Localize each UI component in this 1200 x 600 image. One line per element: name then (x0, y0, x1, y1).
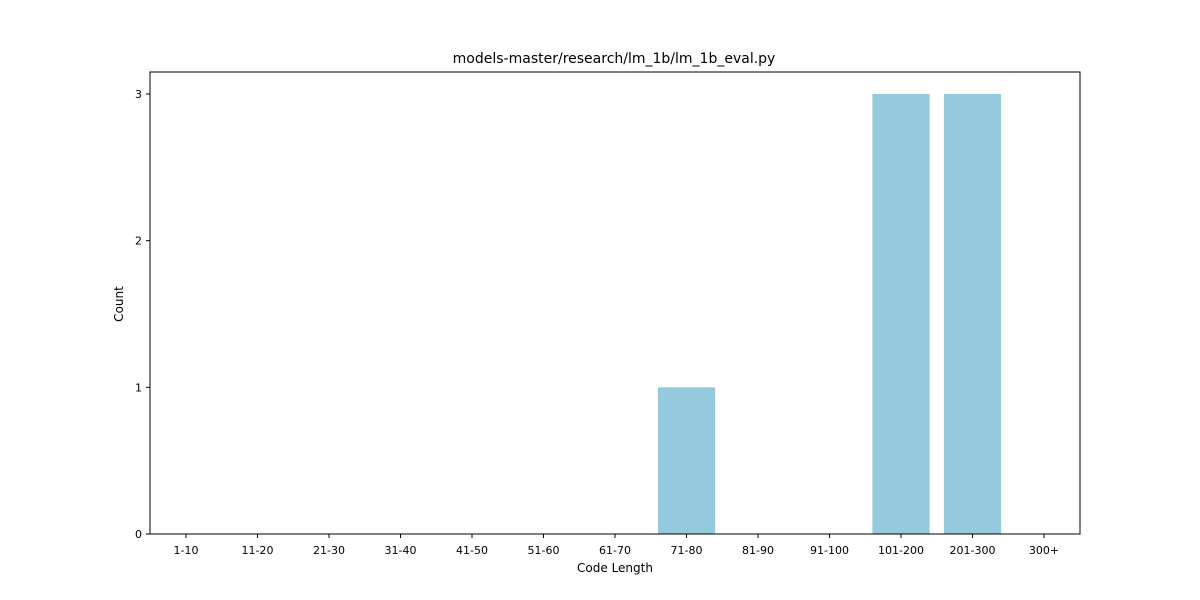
x-tick-label: 51-60 (528, 544, 560, 557)
bar-71-80 (657, 387, 716, 534)
chart-title: models-master/research/lm_1b/lm_1b_eval.… (453, 51, 776, 67)
bar-201-300 (943, 94, 1002, 534)
bars-group (657, 94, 1002, 534)
y-axis-ticks: 0 1 2 3 (135, 88, 150, 541)
plot-frame (149, 71, 1081, 535)
x-tick-label: 201-300 (950, 544, 996, 557)
y-tick-label: 3 (135, 88, 142, 101)
x-tick-label: 1-10 (174, 544, 199, 557)
y-tick-label: 2 (135, 235, 142, 248)
bar-101-200 (872, 94, 930, 534)
y-axis-label: Count (112, 286, 126, 322)
x-tick-label: 11-20 (242, 544, 274, 557)
x-tick-label: 41-50 (456, 544, 488, 557)
x-axis-label: Code Length (577, 561, 653, 575)
x-tick-label: 21-30 (313, 544, 345, 557)
y-tick-label: 0 (135, 528, 142, 541)
x-tick-label: 61-70 (599, 544, 631, 557)
x-tick-label: 81-90 (742, 544, 774, 557)
x-axis-ticks: 1-10 11-20 21-30 31-40 41-50 51-60 61-70 71-80 8… (174, 534, 1059, 557)
x-tick-label: 101-200 (878, 544, 924, 557)
x-tick-label: 91-100 (810, 544, 849, 557)
x-tick-label: 31-40 (385, 544, 417, 557)
x-tick-label: 71-80 (671, 544, 703, 557)
y-tick-label: 1 (135, 381, 142, 394)
x-tick-label: 300+ (1029, 544, 1059, 557)
